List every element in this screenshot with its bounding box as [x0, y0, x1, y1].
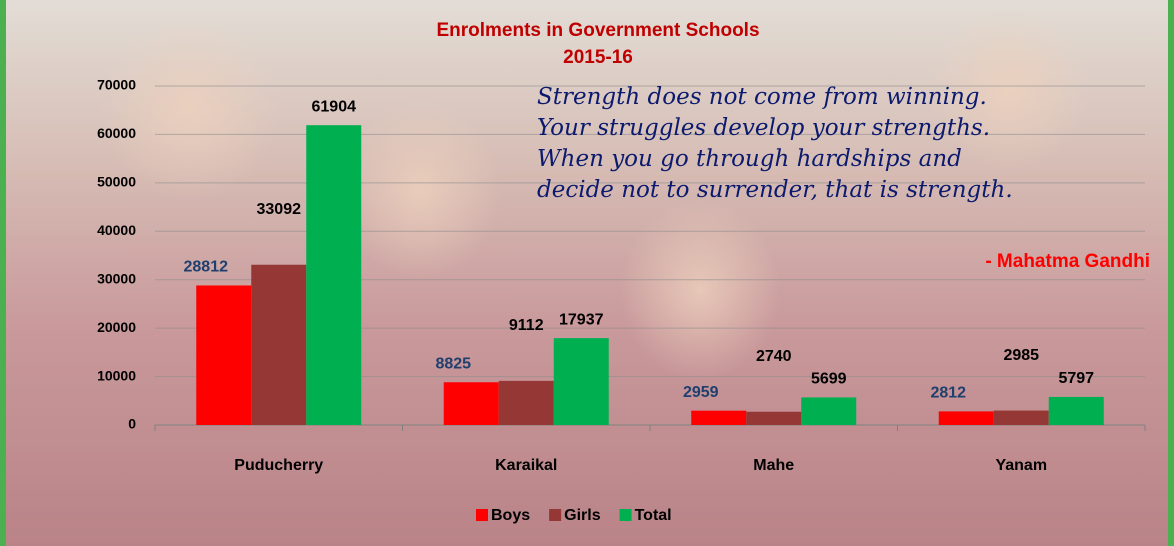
legend-swatch: [476, 509, 488, 521]
bar: [306, 125, 362, 426]
data-label: 28812: [184, 259, 229, 276]
x-tick-label: Puducherry: [234, 457, 323, 474]
bar: [746, 411, 802, 425]
bar: [196, 285, 252, 425]
background-photo: [620, 200, 780, 380]
y-tick-label: 20000: [97, 319, 136, 335]
background-photo: [930, 10, 1090, 170]
quote-line: Your struggles develop your strengths.: [537, 115, 990, 141]
background-photo: [100, 20, 280, 200]
data-label: 2985: [1003, 347, 1039, 364]
x-tick-label: Mahe: [753, 457, 794, 474]
y-tick-label: 70000: [97, 77, 136, 93]
legend-label: Girls: [564, 507, 601, 524]
bar: [498, 380, 554, 425]
data-label: 5699: [811, 371, 847, 388]
y-tick-label: 60000: [97, 125, 136, 141]
attribution: - Mahatma Gandhi: [985, 251, 1150, 272]
y-tick-label: 0: [128, 416, 136, 432]
border: [1168, 0, 1174, 546]
border: [0, 0, 6, 546]
x-tick-label: Karaikal: [495, 457, 557, 474]
quote-line: When you go through hardships and: [537, 146, 962, 172]
background-photo: [340, 100, 500, 280]
bar: [691, 410, 747, 425]
legend-label: Total: [635, 507, 672, 524]
y-tick-label: 10000: [97, 367, 136, 383]
y-tick-label: 50000: [97, 174, 136, 190]
bar: [938, 411, 994, 425]
bar: [553, 338, 609, 425]
x-tick-label: Yanam: [995, 457, 1047, 474]
data-label: 2740: [756, 348, 792, 365]
quote-line: Strength does not come from winning.: [537, 84, 987, 110]
data-label: 33092: [257, 201, 302, 218]
data-label: 5797: [1058, 370, 1094, 387]
data-label: 9112: [509, 317, 544, 334]
bar: [801, 397, 857, 425]
bar: [443, 382, 499, 425]
bar: [1048, 396, 1104, 425]
quote-line: decide not to surrender, that is strengt…: [537, 177, 1013, 203]
chart-title: Enrolments in Government Schools: [436, 20, 759, 41]
data-label: 61904: [312, 98, 357, 115]
chart-subtitle: 2015-16: [563, 47, 633, 68]
data-label: 2959: [683, 384, 719, 401]
legend-swatch: [549, 509, 562, 521]
data-label: 2812: [930, 385, 966, 402]
bar: [993, 410, 1049, 425]
y-tick-label: 40000: [97, 222, 136, 238]
data-label: 17937: [559, 311, 604, 328]
bar: [251, 264, 307, 425]
legend-swatch: [619, 509, 632, 521]
y-tick-label: 30000: [97, 270, 136, 286]
data-label: 8825: [435, 355, 471, 372]
legend-label: Boys: [491, 507, 530, 524]
